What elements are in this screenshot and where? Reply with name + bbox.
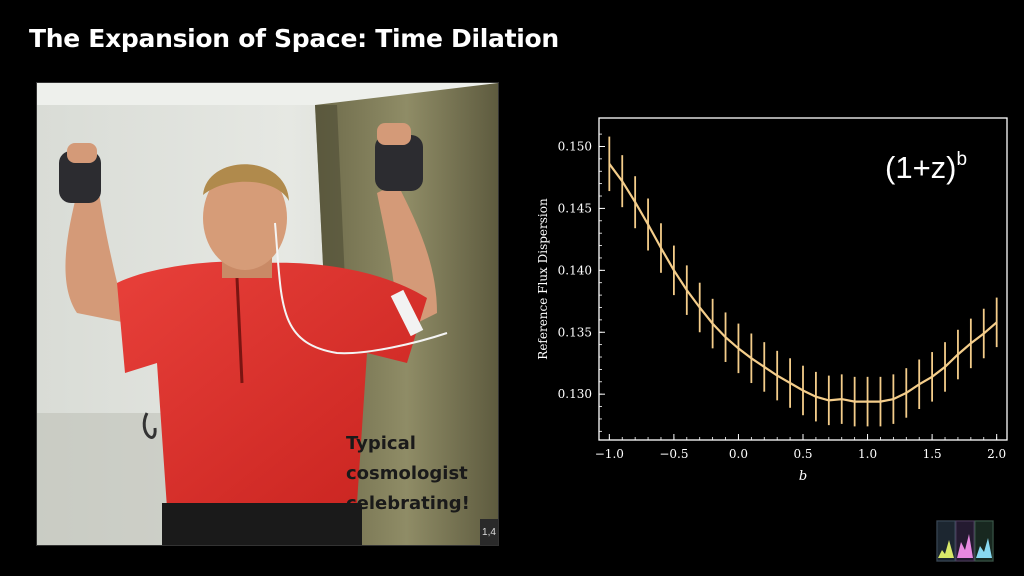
y-tick-label: 0.130 (558, 387, 592, 401)
x-tick-label: −0.5 (659, 447, 688, 461)
annotation-superscript: b (957, 149, 968, 170)
y-axis-label: Reference Flux Dispersion (536, 198, 550, 360)
caption-line: Typical (346, 433, 416, 454)
x-tick-label: 1.5 (923, 447, 942, 461)
flux-dispersion-chart: −1.0 −0.5 0.0 0.5 1.0 1.5 2.0 0.130 0.135 0.140 0… (530, 108, 1010, 493)
y-tick-label: 0.135 (558, 325, 592, 339)
series-line (608, 163, 998, 403)
y-tick-label: 0.145 (558, 201, 592, 215)
caption-line: cosmologist (346, 463, 468, 484)
photo-illustration (37, 83, 498, 545)
y-tick-label: 0.140 (558, 263, 592, 277)
chart-svg: −1.0 −0.5 0.0 0.5 1.0 1.5 2.0 0.1300.1350.1400… (536, 117, 1008, 484)
x-axis-label: b (799, 469, 807, 484)
y-tick-label: 0.150 (558, 139, 592, 153)
caption-line: celebrating! (346, 493, 470, 514)
chart-annotation: (1+z)b (885, 149, 967, 185)
x-tick-label: 0.0 (729, 447, 748, 461)
x-tick-label: 1.0 (858, 447, 877, 461)
x-axis: −1.0 −0.5 0.0 0.5 1.0 1.5 2.0 (595, 434, 1006, 461)
slide-title: The Expansion of Space: Time Dilation (29, 24, 559, 53)
celebration-photo: Typical cosmologist celebrating! 1,4 (36, 82, 499, 546)
x-tick-label: 2.0 (987, 447, 1006, 461)
photo-badge: 1,4 (480, 519, 498, 545)
slide-thumbnail-icon (936, 520, 994, 562)
x-tick-label: 0.5 (793, 447, 812, 461)
photo-caption: Typical cosmologist celebrating! (346, 429, 470, 519)
y-axis: 0.130 0.135 0.140 0.145 0.150 (558, 133, 605, 432)
x-tick-label: −1.0 (595, 447, 624, 461)
annotation-base: (1+z) (885, 150, 957, 185)
